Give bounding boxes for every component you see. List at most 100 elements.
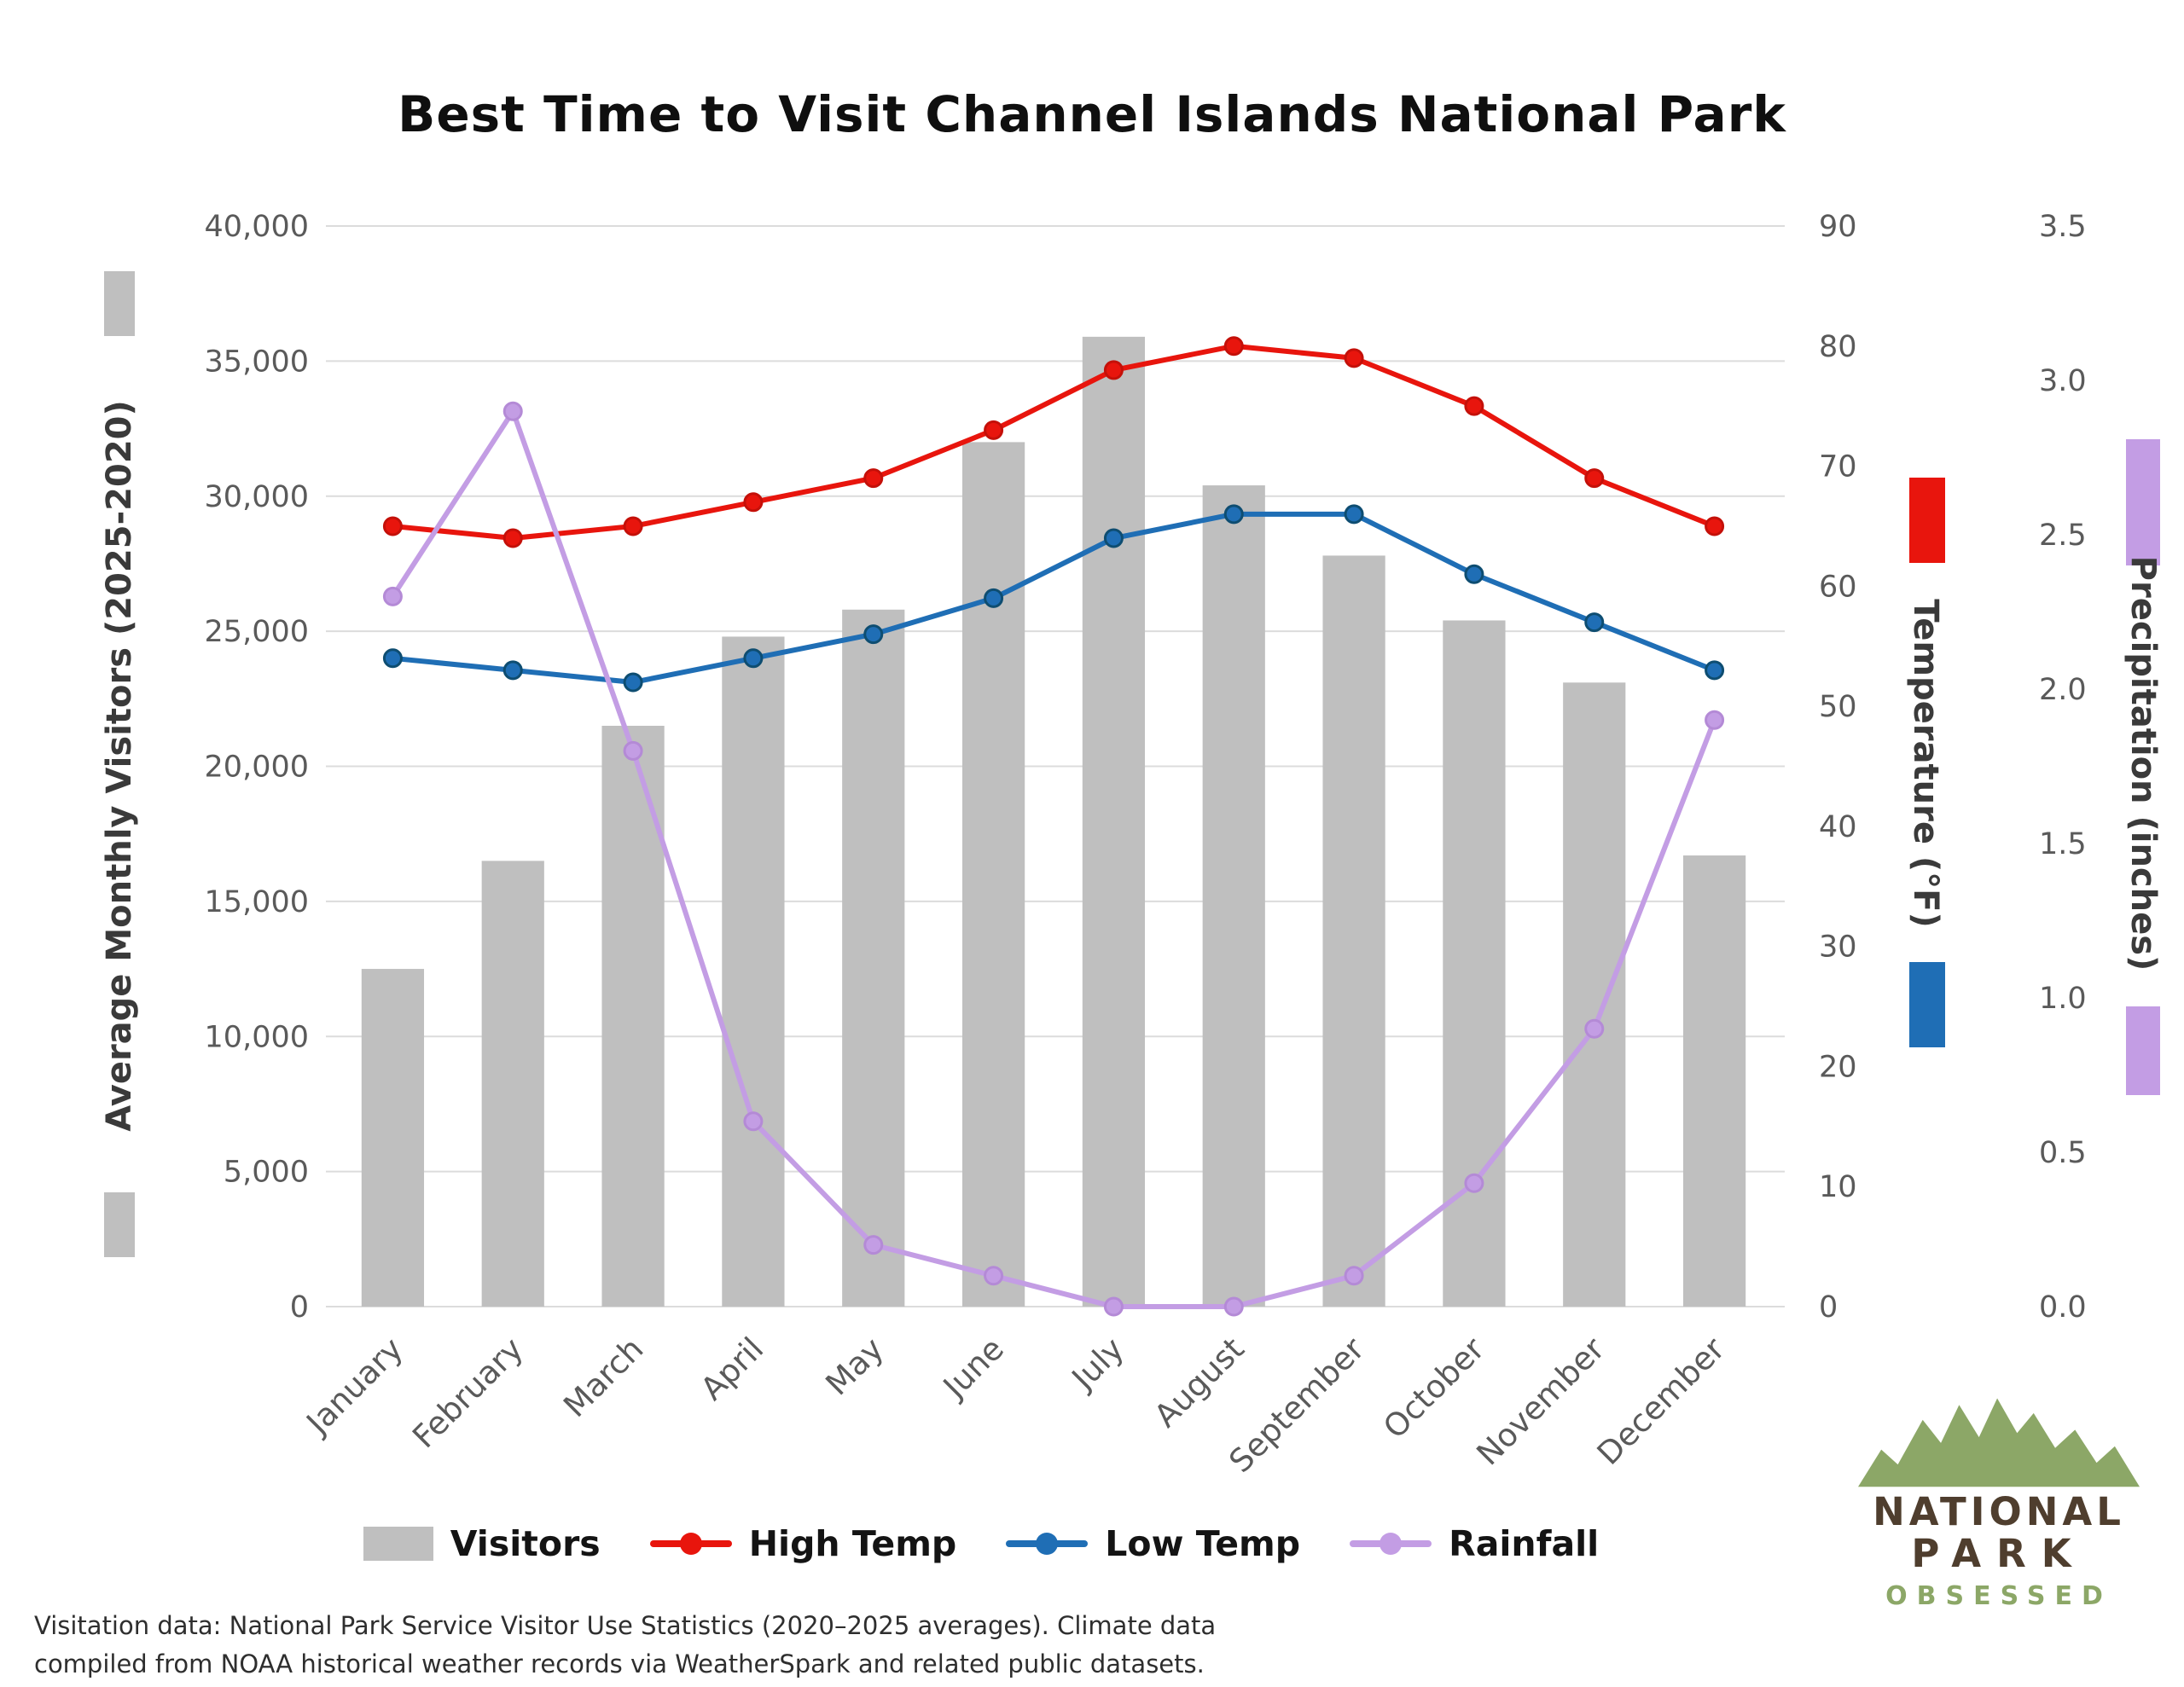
y-tick-temperature-30: 30 [1819,930,1857,965]
source-note-line1: Visitation data: National Park Service V… [34,1611,1217,1640]
marker-high-temp-march [623,516,643,536]
chart-title: Best Time to Visit Channel Islands Natio… [398,85,1786,143]
marker-rainfall-march [623,740,643,761]
x-tick-december: December [1590,1330,1733,1472]
x-tick-february: February [405,1330,530,1455]
bar-visitors-may [842,609,905,1307]
marker-rainfall-august [1223,1296,1244,1317]
chart-legend: Visitors High Temp Low Temp Rainfall [282,1523,1681,1564]
low-temp-swatch-icon [1909,962,1945,1047]
marker-high-temp-october [1464,396,1484,416]
marker-low-temp-september [1344,504,1364,525]
line-rainfall [390,409,1717,1309]
marker-low-temp-january [382,648,403,669]
y-tick-visitors-40000: 40,000 [205,210,309,244]
bar-visitors-june [961,442,1025,1307]
marker-low-temp-july [1103,528,1124,548]
logo-text-park: PARK [1911,1530,2087,1576]
legend-label-low-temp: Low Temp [1105,1523,1301,1564]
legend-item-low-temp: Low Temp [1006,1523,1300,1564]
x-tick-november: November [1470,1330,1612,1472]
y-tick-precipitation-1: 1.0 [2039,982,2087,1016]
mountains-icon [1858,1398,2140,1487]
y-tick-visitors-20000: 20,000 [205,751,309,785]
legend-line-swatch-icon [649,1533,732,1555]
temperature-axis-title: Temperature (°F) [1906,599,1945,928]
bar-visitors-september [1322,555,1385,1307]
legend-dot-icon [679,1533,702,1555]
bar-visitors-april [722,636,785,1307]
marker-low-temp-august [1223,504,1244,525]
precipitation-axis-title: Precipitation (inches) [2123,555,2163,971]
legend-label-visitors: Visitors [450,1523,601,1564]
y-tick-precipitation-2: 2.0 [2039,673,2087,707]
visitors-axis-title: Average Monthly Visitors (2025-2020) [100,400,139,1132]
marker-rainfall-october [1464,1173,1484,1193]
line-high-temp [390,343,1717,542]
marker-high-temp-january [382,516,403,536]
y-tick-visitors-5000: 5,000 [224,1156,309,1190]
y-tick-temperature-90: 90 [1819,210,1857,244]
marker-rainfall-may [863,1235,884,1255]
marker-low-temp-november [1584,612,1605,633]
x-tick-january: January [299,1330,410,1442]
line-low-temp [390,511,1717,685]
marker-high-temp-february [502,528,523,548]
legend-bar-swatch-icon [363,1527,433,1561]
marker-low-temp-october [1464,564,1484,584]
marker-low-temp-april [743,648,764,669]
marker-high-temp-september [1344,348,1364,368]
legend-label-rainfall: Rainfall [1449,1523,1600,1564]
y-tick-visitors-0: 0 [290,1290,309,1325]
y-tick-precipitation-0: 0.0 [2039,1290,2087,1325]
legend-dot-icon [1380,1533,1403,1555]
y-tick-precipitation-2.5: 2.5 [2039,519,2087,553]
source-note-line2: compiled from NOAA historical weather re… [34,1649,1205,1678]
legend-item-visitors: Visitors [363,1523,601,1564]
legend-item-high-temp: High Temp [649,1523,956,1564]
marker-high-temp-july [1103,360,1124,380]
marker-low-temp-june [984,588,1004,608]
marker-rainfall-november [1584,1018,1605,1039]
source-note: Visitation data: National Park Service V… [34,1607,1216,1684]
marker-high-temp-december [1705,516,1725,536]
legend-item-rainfall: Rainfall [1350,1523,1599,1564]
x-tick-july: July [1064,1330,1131,1398]
high-temp-swatch-icon [1909,478,1945,563]
logo-text-national: NATIONAL [1873,1489,2125,1534]
marker-rainfall-december [1705,710,1725,730]
y-tick-visitors-30000: 30,000 [205,480,309,514]
marker-rainfall-january [382,586,403,606]
bar-visitors-july [1082,336,1146,1307]
marker-rainfall-july [1103,1296,1124,1317]
x-tick-may: May [819,1330,891,1402]
y-tick-visitors-10000: 10,000 [205,1020,309,1054]
marker-low-temp-may [863,624,884,645]
y-tick-visitors-25000: 25,000 [205,615,309,649]
y-tick-temperature-60: 60 [1819,570,1857,604]
visitors-bar-swatch-icon [104,271,135,336]
bar-visitors-january [361,969,425,1307]
rainfall-swatch-icon [2126,439,2160,565]
x-tick-august: August [1147,1330,1252,1435]
marker-rainfall-february [502,401,523,421]
marker-rainfall-september [1344,1266,1364,1286]
marker-high-temp-november [1584,468,1605,489]
national-park-obsessed-logo: NATIONAL PARK OBSESSED [1834,1390,2164,1611]
y-tick-precipitation-0.5: 0.5 [2039,1136,2087,1170]
marker-rainfall-april [743,1111,764,1132]
y-tick-precipitation-3: 3.0 [2039,364,2087,398]
legend-line-swatch-icon [1006,1533,1089,1555]
marker-high-temp-august [1223,336,1244,357]
x-tick-october: October [1376,1330,1492,1446]
logo-text-obsessed: OBSESSED [1885,1581,2112,1612]
marker-low-temp-december [1705,660,1725,681]
y-tick-temperature-0: 0 [1819,1290,1838,1325]
legend-dot-icon [1036,1533,1059,1555]
marker-high-temp-april [743,492,764,513]
mountain-range-shape [1858,1398,2140,1487]
y-tick-visitors-35000: 35,000 [205,345,309,379]
x-tick-march: March [556,1330,650,1424]
marker-high-temp-may [863,468,884,489]
